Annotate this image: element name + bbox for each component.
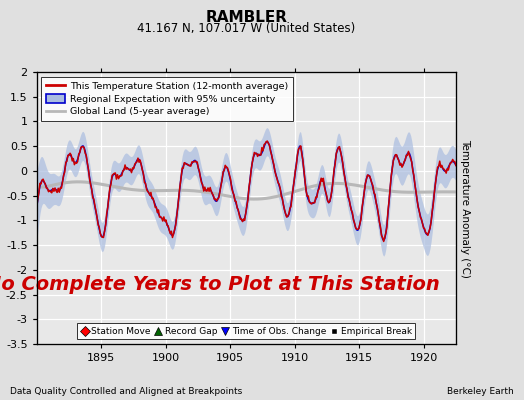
Text: Data Quality Controlled and Aligned at Breakpoints: Data Quality Controlled and Aligned at B… — [10, 387, 243, 396]
Text: 41.167 N, 107.017 W (United States): 41.167 N, 107.017 W (United States) — [137, 22, 355, 35]
Text: RAMBLER: RAMBLER — [205, 10, 287, 25]
Text: No Complete Years to Plot at This Station: No Complete Years to Plot at This Statio… — [0, 275, 440, 294]
Legend: Station Move, Record Gap, Time of Obs. Change, Empirical Break: Station Move, Record Gap, Time of Obs. C… — [77, 323, 416, 340]
Y-axis label: Temperature Anomaly (°C): Temperature Anomaly (°C) — [460, 138, 470, 278]
Text: Berkeley Earth: Berkeley Earth — [447, 387, 514, 396]
